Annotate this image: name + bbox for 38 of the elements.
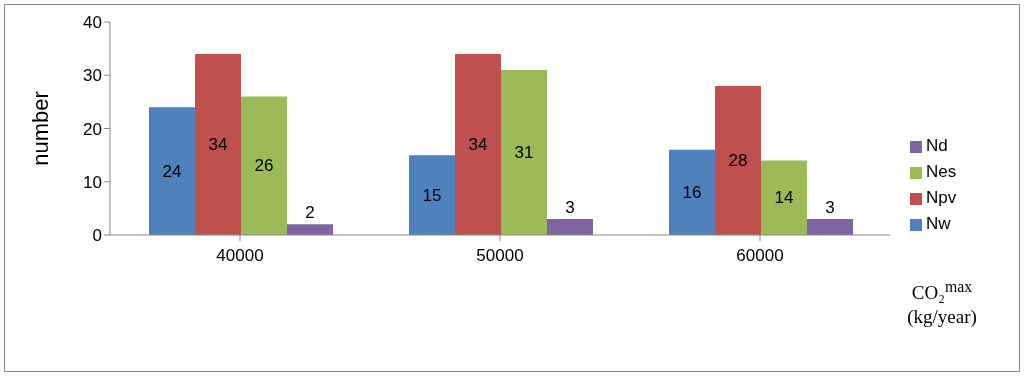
x-tick-label: 50000 bbox=[476, 246, 524, 266]
data-label: 3 bbox=[825, 198, 835, 218]
bar bbox=[455, 53, 501, 235]
legend-label: Npv bbox=[926, 188, 957, 207]
legend-label: Nw bbox=[926, 214, 951, 233]
y-tick-label: 20 bbox=[83, 119, 102, 139]
bar bbox=[669, 149, 715, 235]
legend-label: Nd bbox=[926, 136, 948, 155]
bar bbox=[241, 96, 287, 235]
data-label: 28 bbox=[728, 150, 748, 170]
data-label: 3 bbox=[565, 198, 575, 218]
y-tick-label: 30 bbox=[83, 66, 102, 86]
x-tick-label: 60000 bbox=[736, 246, 784, 266]
data-label: 24 bbox=[162, 161, 182, 181]
bar bbox=[149, 107, 195, 235]
bar bbox=[287, 224, 333, 235]
data-label: 26 bbox=[254, 156, 274, 176]
bar bbox=[409, 155, 455, 235]
y-tick-label: 0 bbox=[92, 226, 102, 246]
y-tick-label: 40 bbox=[83, 13, 102, 33]
data-label: 14 bbox=[774, 188, 794, 208]
bar bbox=[547, 219, 593, 235]
data-label: 34 bbox=[208, 134, 228, 154]
data-label: 15 bbox=[422, 185, 442, 205]
y-axis-title: number bbox=[27, 91, 53, 166]
legend-label: Nes bbox=[926, 162, 957, 181]
data-label: 2 bbox=[305, 203, 315, 223]
bar bbox=[807, 219, 853, 235]
y-tick-label: 10 bbox=[83, 172, 102, 192]
data-label: 34 bbox=[468, 134, 488, 154]
bar bbox=[715, 85, 761, 235]
bar bbox=[761, 160, 807, 235]
x-axis-title: CO₂$^{max}$ (kg/year) bbox=[906, 277, 978, 330]
data-label: 16 bbox=[682, 182, 702, 202]
bar bbox=[195, 53, 241, 235]
x-tick-label: 40000 bbox=[216, 246, 264, 266]
bar bbox=[501, 69, 547, 235]
data-label: 31 bbox=[514, 142, 534, 162]
